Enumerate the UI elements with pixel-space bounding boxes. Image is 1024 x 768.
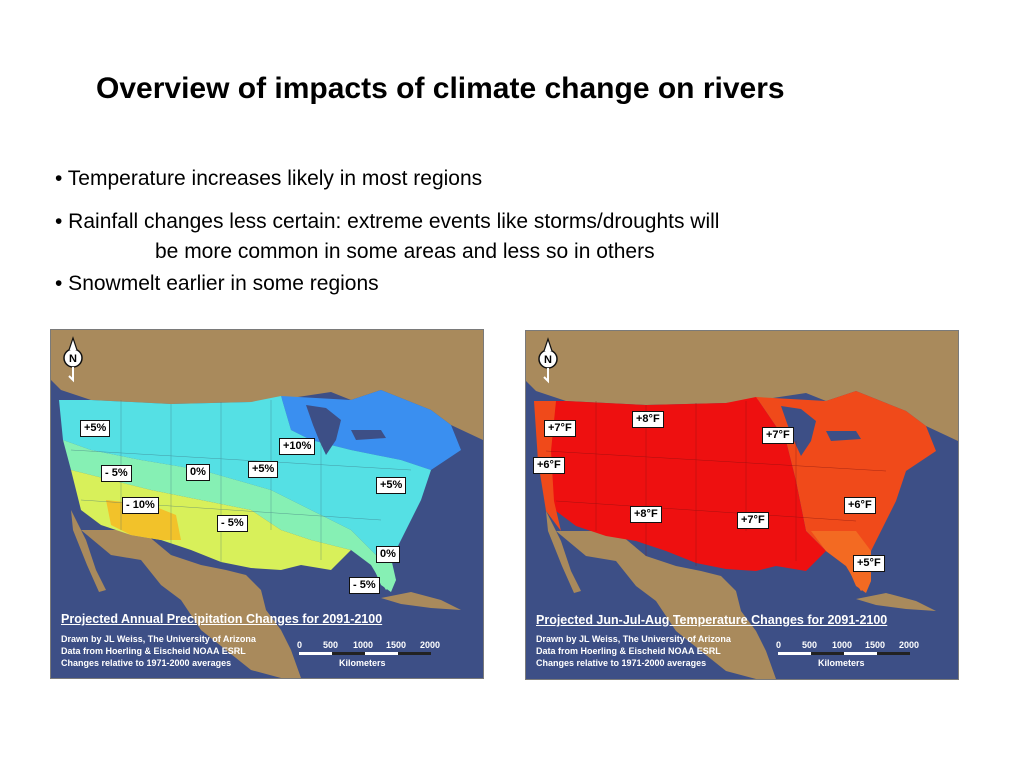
scale-bar	[778, 652, 910, 655]
florida	[371, 558, 396, 592]
svg-text:N: N	[544, 354, 552, 366]
map-label: +7°F	[544, 420, 576, 437]
scale-tick: 500	[802, 640, 818, 650]
map-credit: Changes relative to 1971-2000 averages	[61, 658, 232, 668]
map-label: +7°F	[762, 427, 794, 444]
scale-tick: 1000	[353, 640, 374, 650]
svg-text:N: N	[69, 353, 77, 365]
map-credit: Changes relative to 1971-2000 averages	[536, 658, 707, 668]
map-label: - 5%	[101, 465, 132, 482]
map-label: +5%	[376, 477, 407, 494]
mexico-land	[81, 530, 301, 678]
map-label: - 5%	[349, 577, 380, 594]
usa-neutral	[63, 440, 396, 590]
scale-tick: 0	[297, 640, 303, 650]
bullet-rainfall-continued: be more common in some areas and less so…	[155, 240, 655, 263]
map-label: +5%	[248, 461, 279, 478]
north-arrow-icon: N	[538, 337, 558, 384]
scale-tick: 0	[776, 640, 782, 650]
bullet-snowmelt: • Snowmelt earlier in some regions	[55, 272, 379, 295]
map-label: +6°F	[844, 497, 876, 514]
map-label: +5%	[80, 420, 111, 437]
scale-bar	[299, 652, 431, 655]
map-label: +8°F	[632, 411, 664, 428]
page-title: Overview of impacts of climate change on…	[96, 72, 785, 105]
map-credit: Drawn by JL Weiss, The University of Ari…	[536, 634, 731, 644]
temperature-map: N +8°F +7°F +7°F +6°F +8°F +7°F +6°F +5°…	[525, 330, 959, 680]
map-label: +5°F	[853, 555, 885, 572]
mexico-land	[556, 531, 776, 679]
map-credit: Drawn by JL Weiss, The University of Ari…	[61, 634, 256, 644]
map-label: 0%	[186, 464, 210, 481]
map-label: +7°F	[737, 512, 769, 529]
scale-tick: 1000	[832, 640, 853, 650]
precipitation-map: N +5% +10% - 5% 0% +5% +5% - 10% - 5% 0%…	[50, 329, 484, 679]
scale-unit: Kilometers	[818, 658, 865, 668]
bullet-temperature: • Temperature increases likely in most r…	[55, 167, 483, 190]
map-label: - 5%	[217, 515, 248, 532]
map-label: 0%	[376, 546, 400, 563]
precipitation-map-graphic: N	[51, 330, 483, 678]
canada-land	[51, 330, 483, 440]
map-label: +6°F	[533, 457, 565, 474]
map-caption: Projected Jun-Jul-Aug Temperature Change…	[536, 613, 888, 627]
usa-dry	[71, 470, 351, 570]
scale-tick: 500	[323, 640, 339, 650]
scale-tick: 1500	[865, 640, 886, 650]
scale-tick: 2000	[420, 640, 441, 650]
map-credit: Data from Hoerling & Eischeid NOAA ESRL	[536, 646, 721, 656]
scale-tick: 1500	[386, 640, 407, 650]
map-label: +8°F	[630, 506, 662, 523]
usa-mid	[59, 396, 431, 560]
map-label: - 10%	[122, 497, 159, 514]
map-credit: Data from Hoerling & Eischeid NOAA ESRL	[61, 646, 246, 656]
bullet-rainfall: • Rainfall changes less certain: extreme…	[55, 210, 720, 233]
scale-unit: Kilometers	[339, 658, 386, 668]
north-arrow-icon: N	[63, 336, 83, 383]
scale-tick: 2000	[899, 640, 920, 650]
map-caption: Projected Annual Precipitation Changes f…	[61, 612, 383, 626]
canada-land	[526, 331, 958, 441]
map-label: +10%	[279, 438, 316, 455]
